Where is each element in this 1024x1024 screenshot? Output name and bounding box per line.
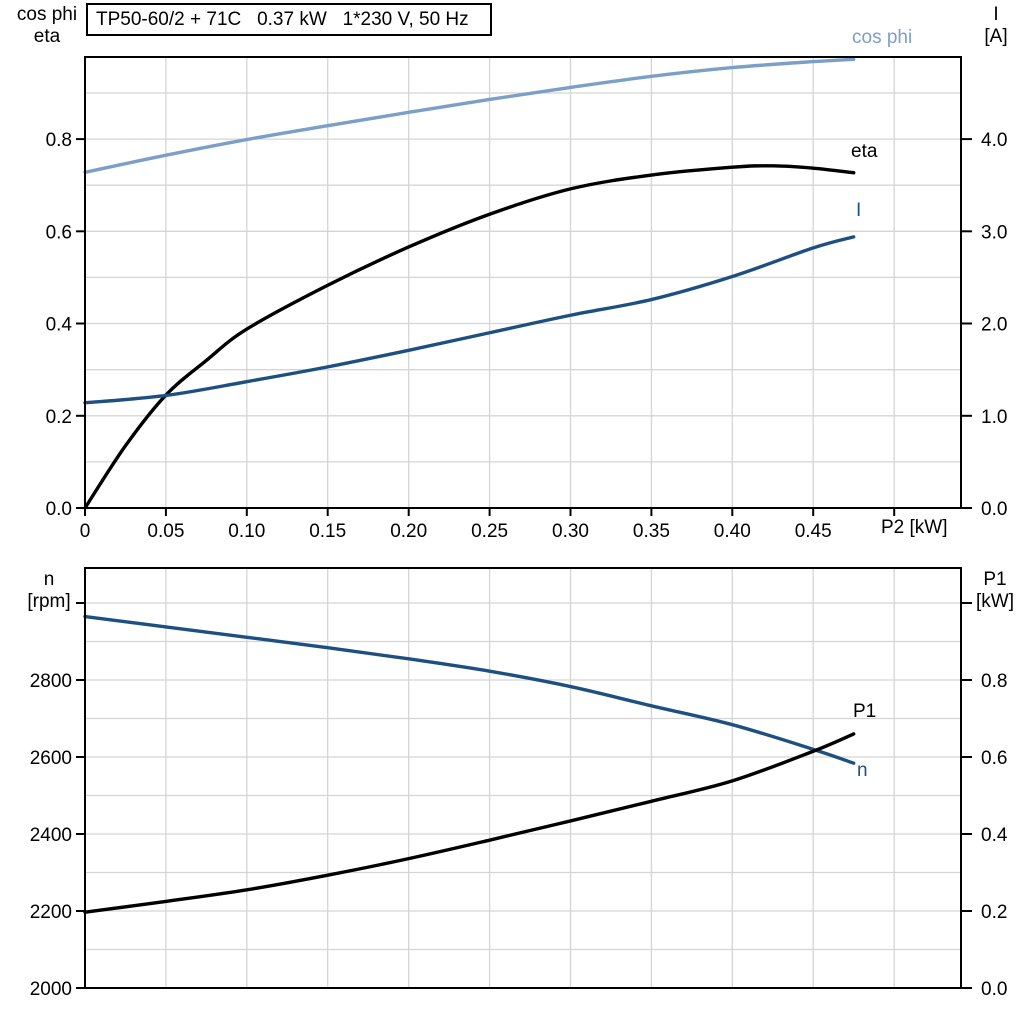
curve-n <box>83 614 856 765</box>
x-tick-label: 0 <box>80 521 91 542</box>
curve-eta <box>83 164 856 510</box>
x-tick-label: 0.35 <box>633 521 670 542</box>
x-tick-label: 0.20 <box>390 521 427 542</box>
chart-title-box: TP50-60/2 + 71C 0.37 kW 1*230 V, 50 Hz <box>86 3 492 36</box>
x-tick-label: 0.25 <box>471 521 508 542</box>
right-axis-tick-label: 0.2 <box>981 902 1007 923</box>
right-axis-tick-label: 0.4 <box>981 825 1008 846</box>
right-axis-tick-label: 0.0 <box>981 499 1007 520</box>
left-axis-tick-label: 2400 <box>30 825 72 846</box>
plot-border <box>84 56 962 509</box>
left-axis-tick-label: 2800 <box>30 671 72 692</box>
left-axis-tick-label: 0.4 <box>46 315 73 336</box>
plot-border <box>84 567 962 989</box>
curve-label-eta: eta <box>851 141 878 162</box>
axis-title-current-unit: [A] <box>984 26 1008 47</box>
x-axis-label-p2: P2 [kW] <box>881 517 948 538</box>
right-axis-tick-label: 2.0 <box>981 315 1007 336</box>
left-axis-tick-label: 2200 <box>30 902 72 923</box>
left-axis-tick-label: 0.8 <box>46 130 72 151</box>
top-left-axis-title: cos phi eta <box>8 4 86 48</box>
curve-label-cos-phi: cos phi <box>852 27 913 48</box>
right-axis-tick-label: 3.0 <box>981 222 1007 243</box>
curve-label-current: I <box>856 200 862 221</box>
x-tick-label: 0.45 <box>795 521 832 542</box>
axis-title-p1: P1 <box>983 569 1007 590</box>
x-tick-label: 0.15 <box>309 521 346 542</box>
right-axis-tick-label: 1.0 <box>981 407 1007 428</box>
axis-title-cos-phi: cos phi <box>16 4 78 25</box>
axis-title-speed: n <box>43 569 55 590</box>
left-axis-tick-label: 0.2 <box>46 407 72 428</box>
curve-label-p1: P1 <box>853 701 877 722</box>
axis-title-p1-unit: [kW] <box>976 591 1014 612</box>
right-axis-tick-label: 0.0 <box>981 979 1007 1000</box>
bottom-right-axis-title: P1 [kW] <box>968 569 1022 613</box>
left-axis-tick-label: 2000 <box>30 979 72 1000</box>
x-tick-label: 0.10 <box>228 521 265 542</box>
curve-cos-phi <box>83 57 856 174</box>
x-tick-label: 0.30 <box>552 521 589 542</box>
curve-p1 <box>83 732 856 914</box>
axis-title-eta: eta <box>33 26 61 47</box>
x-tick-label: 0.05 <box>147 521 184 542</box>
left-axis-tick-label: 0.0 <box>46 499 72 520</box>
right-axis-tick-label: 0.8 <box>981 671 1007 692</box>
axis-title-current: I <box>993 4 999 25</box>
curve-label-n: n <box>857 760 868 781</box>
top-right-axis-title: I [A] <box>972 4 1020 48</box>
bottom-left-axis-title: n [rpm] <box>10 569 88 613</box>
left-axis-tick-label: 2600 <box>30 748 72 769</box>
axis-title-speed-unit: [rpm] <box>27 591 71 612</box>
right-axis-tick-label: 4.0 <box>981 130 1007 151</box>
left-axis-tick-label: 0.6 <box>46 222 72 243</box>
curve-i <box>83 235 856 405</box>
right-axis-tick-label: 0.6 <box>981 748 1007 769</box>
x-tick-label: 0.40 <box>714 521 751 542</box>
